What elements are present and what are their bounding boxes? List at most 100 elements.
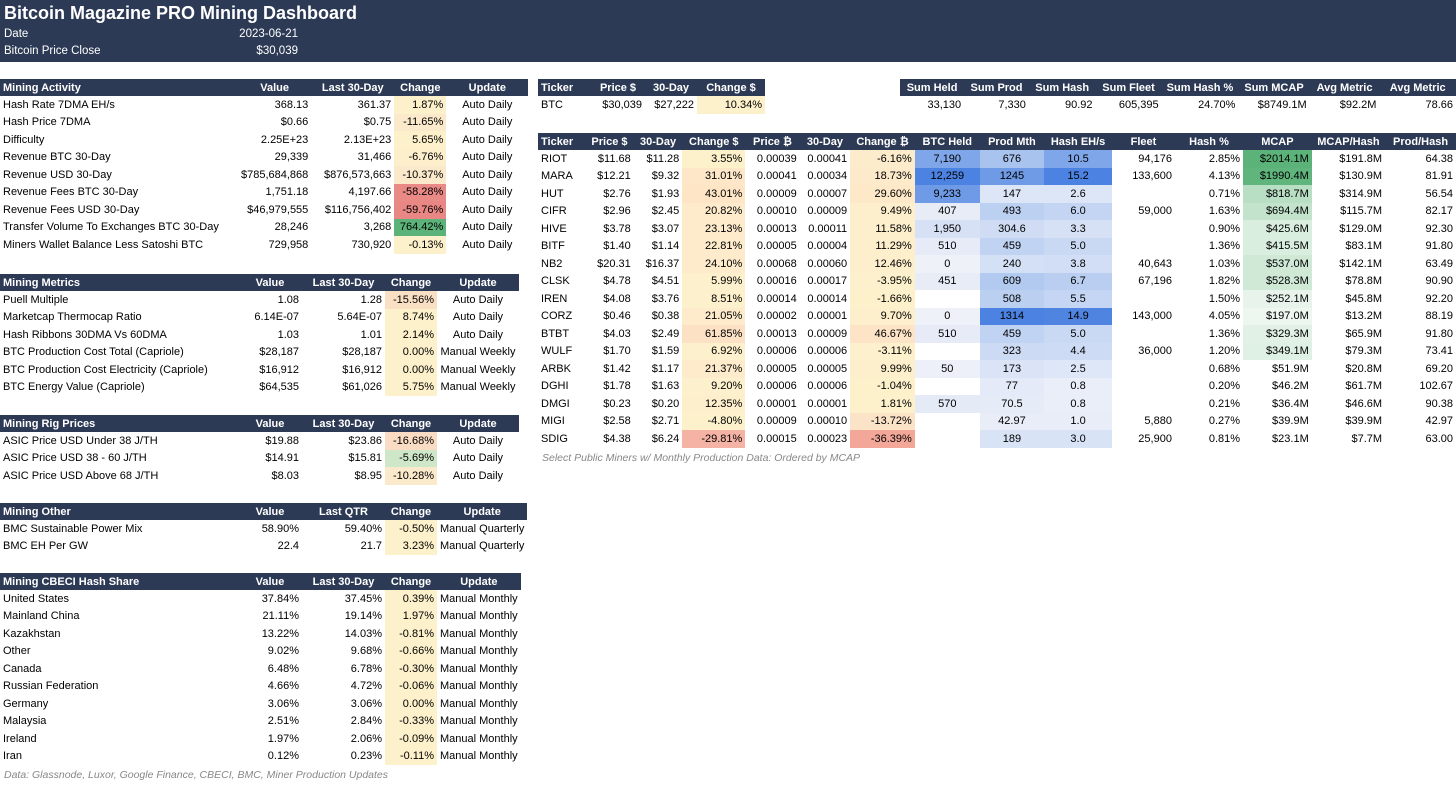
metric-change: -0.66% (385, 642, 437, 660)
miner-mcap-per-hash: $115.7M (1340, 205, 1383, 218)
metric-last: $23.86 (348, 434, 382, 447)
miner-price-btc: 0.00006 (756, 380, 797, 393)
metric-value: 729,958 (268, 238, 309, 251)
metric-name: BMC EH Per GW (3, 540, 88, 553)
metric-value: $28,187 (259, 346, 299, 359)
miner-prod-per-hash: 56.54 (1425, 187, 1453, 200)
miner-mcap-per-hash: $142.1M (1339, 257, 1383, 270)
sum-value: 33,130 (927, 98, 962, 111)
miner-price-usd-30day: $2.49 (651, 327, 680, 340)
metric-name: Marketcap Thermocap Ratio (3, 311, 142, 324)
miner-mcap: $2014.1M (1243, 150, 1312, 168)
miner-hash-pct: 0.27% (1208, 415, 1241, 428)
miner-mcap: $425.6M (1243, 220, 1312, 238)
miner-ticker: ARBK (541, 362, 571, 375)
miner-price-btc: 0.00041 (756, 170, 797, 183)
miner-row: CORZ $0.46 $0.38 21.05% 0.00002 0.00001 9.70% 0… (538, 307, 1456, 325)
miner-price-usd: $20.31 (597, 257, 631, 270)
miner-price-btc: 0.00039 (756, 152, 797, 165)
miner-fleet (1112, 378, 1175, 396)
metric-value: $8.03 (271, 469, 299, 482)
miner-row: NB2 $20.31 $16.37 24.10% 0.00068 0.00060 12.46… (538, 255, 1456, 273)
metric-update: Manual Monthly (440, 610, 518, 623)
miner-prod-per-hash: 81.91 (1425, 170, 1453, 183)
miner-row: IREN $4.08 $3.76 8.51% 0.00014 0.00014 -1.66% 5… (538, 290, 1456, 308)
miner-price-btc-30day: 0.00010 (807, 415, 848, 428)
miners-note: Select Public Miners w/ Monthly Producti… (542, 452, 861, 464)
miner-hash-ehs: 0.8 (1044, 395, 1113, 413)
metric-name: Malaysia (3, 715, 47, 728)
miner-price-btc: 0.00005 (756, 362, 797, 375)
miner-price-usd-30day: $3.76 (651, 292, 680, 305)
table-row: BTC Production Cost Total (Capriole) $28,… (0, 343, 519, 361)
column-header: Value (238, 415, 302, 432)
metric-update: Manual Monthly (440, 697, 518, 710)
mining-activity-section: Mining Activity Value Last 30-Day Change Upd… (0, 79, 529, 254)
miner-price-btc-30day: 0.00011 (808, 222, 848, 235)
metric-update: Manual Monthly (440, 715, 518, 728)
miner-change-usd: -29.81% (682, 430, 746, 448)
miner-mcap: $329.3M (1243, 325, 1312, 343)
miner-hash-pct: 0.81% (1208, 432, 1241, 445)
table-row: Hash Price 7DMA $0.66 $0.75 -11.65% Auto Dai… (0, 113, 528, 131)
miner-mcap: $528.3M (1243, 272, 1312, 290)
miner-price-usd-30day: $9.32 (651, 170, 680, 183)
metric-value: 13.22% (261, 627, 299, 640)
miner-ticker: DMGI (541, 397, 570, 410)
miner-btc-held (914, 412, 980, 430)
table-row: Revenue Fees USD 30-Day $46,979,555 $116,7… (0, 201, 528, 219)
column-header: Mining CBECI Hash Share (0, 573, 238, 590)
metric-last: 14.03% (344, 627, 382, 640)
miner-change-btc: 9.99% (850, 360, 915, 378)
miner-price-usd: $1.42 (603, 362, 631, 375)
miner-mcap-per-hash: $39.9M (1345, 415, 1383, 428)
metric-update: Manual Monthly (440, 645, 518, 658)
miner-price-usd-30day: $2.45 (651, 205, 680, 218)
miner-btc-held (914, 430, 980, 448)
miner-price-usd-30day: $1.63 (651, 380, 680, 393)
table-row: Iran 0.12% 0.23% -0.11% Manual Monthly (0, 747, 521, 765)
metric-update: Manual Weekly (440, 346, 516, 359)
miner-hash-ehs: 3.8 (1044, 255, 1113, 273)
miner-mcap: $818.7M (1243, 185, 1312, 203)
metric-last: 4.72% (350, 680, 382, 693)
miner-price-usd-30day: $3.07 (651, 222, 680, 235)
miner-price-btc-30day: 0.00001 (807, 310, 848, 323)
miner-price-btc-30day: 0.00023 (807, 432, 848, 445)
miner-row: ARBK $1.42 $1.17 21.37% 0.00005 0.00005 9.99% 5… (538, 360, 1456, 378)
metric-value: $46,979,555 (247, 203, 309, 216)
miner-change-btc: -1.66% (850, 290, 915, 308)
metric-name: Mainland China (3, 610, 80, 623)
sums-section: Sum Held Sum Prod Sum Hash Sum Fleet Sum Has… (900, 79, 1456, 114)
metric-last: 6.78% (350, 662, 382, 675)
miner-prod-mth: 189 (979, 430, 1045, 448)
metric-name: ASIC Price USD Under 38 J/TH (3, 434, 158, 447)
miner-price-usd: $4.38 (603, 432, 631, 445)
miner-btc-held: 407 (914, 202, 980, 220)
mining-cbeci-table: Mining CBECI Hash Share Value Last 30-Day C… (0, 573, 521, 765)
miner-change-usd: 8.51% (682, 290, 746, 308)
metric-name: ASIC Price USD Above 68 J/TH (3, 469, 159, 482)
miner-mcap-per-hash: $61.7M (1345, 380, 1383, 393)
column-header: Last 30-Day (311, 79, 395, 96)
metric-value: 21.11% (262, 610, 300, 623)
table-row: BMC EH Per GW 22.4 21.7 3.23% Manual Quarter… (0, 537, 527, 555)
metric-name: Germany (3, 697, 49, 710)
miner-btc-held: 50 (914, 360, 980, 378)
miner-prod-mth: 77 (979, 377, 1045, 395)
miner-change-usd: 21.37% (682, 360, 746, 378)
miner-price-usd-30day: $6.24 (651, 432, 680, 445)
miner-mcap-per-hash: $78.8M (1345, 275, 1383, 288)
column-header: Sum MCAP (1238, 79, 1310, 96)
miner-change-btc: 1.81% (850, 395, 915, 413)
metric-update: Auto Daily (462, 238, 513, 251)
metric-name: BMC Sustainable Power Mix (3, 522, 143, 535)
column-header: Value (238, 79, 312, 96)
metric-update: Manual Weekly (440, 363, 516, 376)
column-header: Price $ (591, 79, 645, 96)
miner-ticker: MIGI (541, 415, 565, 428)
table-row: Malaysia 2.51% 2.84% -0.33% Manual Monthly (0, 712, 521, 730)
miner-price-btc-30day: 0.00014 (807, 292, 848, 305)
miner-fleet (1112, 290, 1175, 308)
miner-change-btc: -1.04% (850, 377, 915, 395)
